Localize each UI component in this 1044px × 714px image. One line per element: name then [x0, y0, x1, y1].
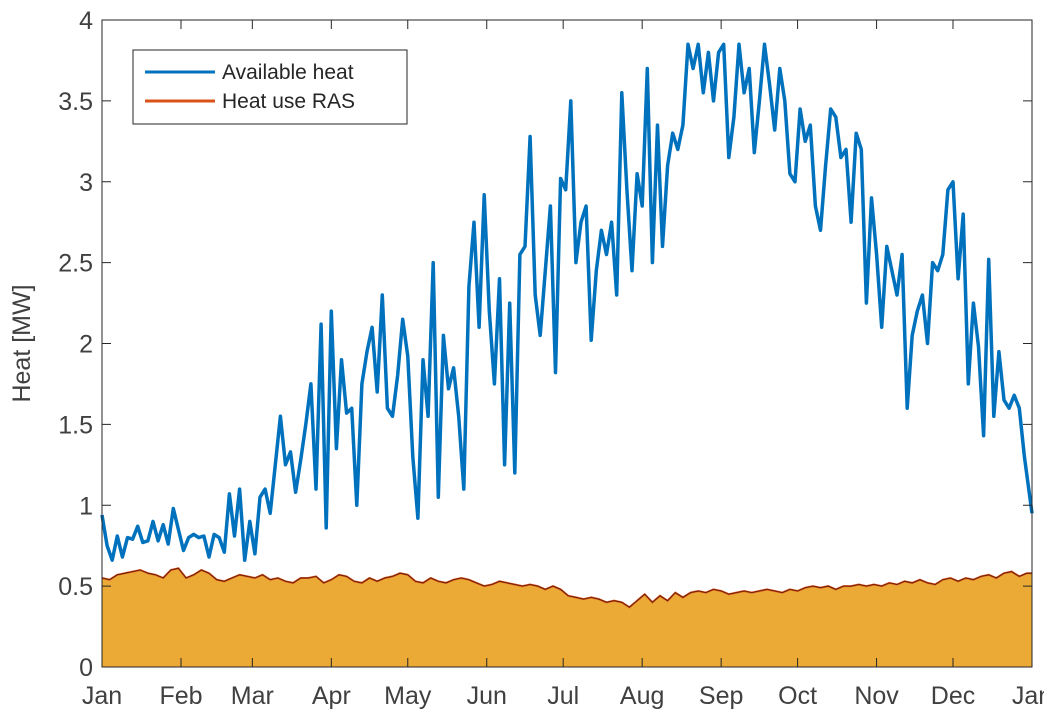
series-outline-heat-use-ras	[101, 567, 1032, 608]
x-tick-label: Aug	[620, 682, 664, 710]
y-tick-label: 0	[79, 654, 93, 682]
y-tick-label: 2	[79, 331, 93, 359]
y-tick-label: 2.5	[58, 250, 93, 278]
x-tick-label: Jul	[547, 682, 579, 710]
legend: Available heat Heat use RAS	[132, 49, 408, 125]
y-axis-label: Heat [MW]	[8, 284, 36, 402]
x-tick-label: Feb	[159, 682, 202, 710]
x-tick-label: Jun	[467, 682, 507, 710]
legend-box	[132, 49, 408, 125]
x-tick-label: Jan	[82, 682, 122, 710]
y-tick-label: 0.5	[58, 573, 93, 601]
plot-area	[100, 42, 1034, 667]
y-tick-label: 1.5	[58, 411, 93, 439]
x-tick-label: May	[384, 682, 432, 710]
legend-label-available-heat: Available heat	[222, 61, 354, 84]
legend-label-heat-use-ras: Heat use RAS	[222, 90, 355, 113]
axis-ticks: 0 0.5 1 1.5 2 2.5 3 3.5 4 Jan Feb Mar Apr May Jun Jul Au…	[58, 7, 1044, 710]
x-tick-label: Mar	[231, 682, 274, 710]
x-tick-label: Jan	[1012, 682, 1044, 710]
x-tick-label: Nov	[854, 682, 899, 710]
x-tick-label: Apr	[312, 682, 351, 710]
y-tick-label: 1	[79, 492, 93, 520]
x-tick-label: Sep	[699, 682, 743, 710]
series-line-available-heat	[100, 42, 1034, 562]
series-area-heat-use-ras	[102, 568, 1032, 667]
y-tick-label: 4	[79, 7, 93, 35]
y-tick-label: 3	[79, 169, 93, 197]
y-tick-label: 3.5	[58, 88, 93, 116]
x-tick-label: Oct	[778, 682, 817, 710]
x-tick-label: Dec	[931, 682, 975, 710]
